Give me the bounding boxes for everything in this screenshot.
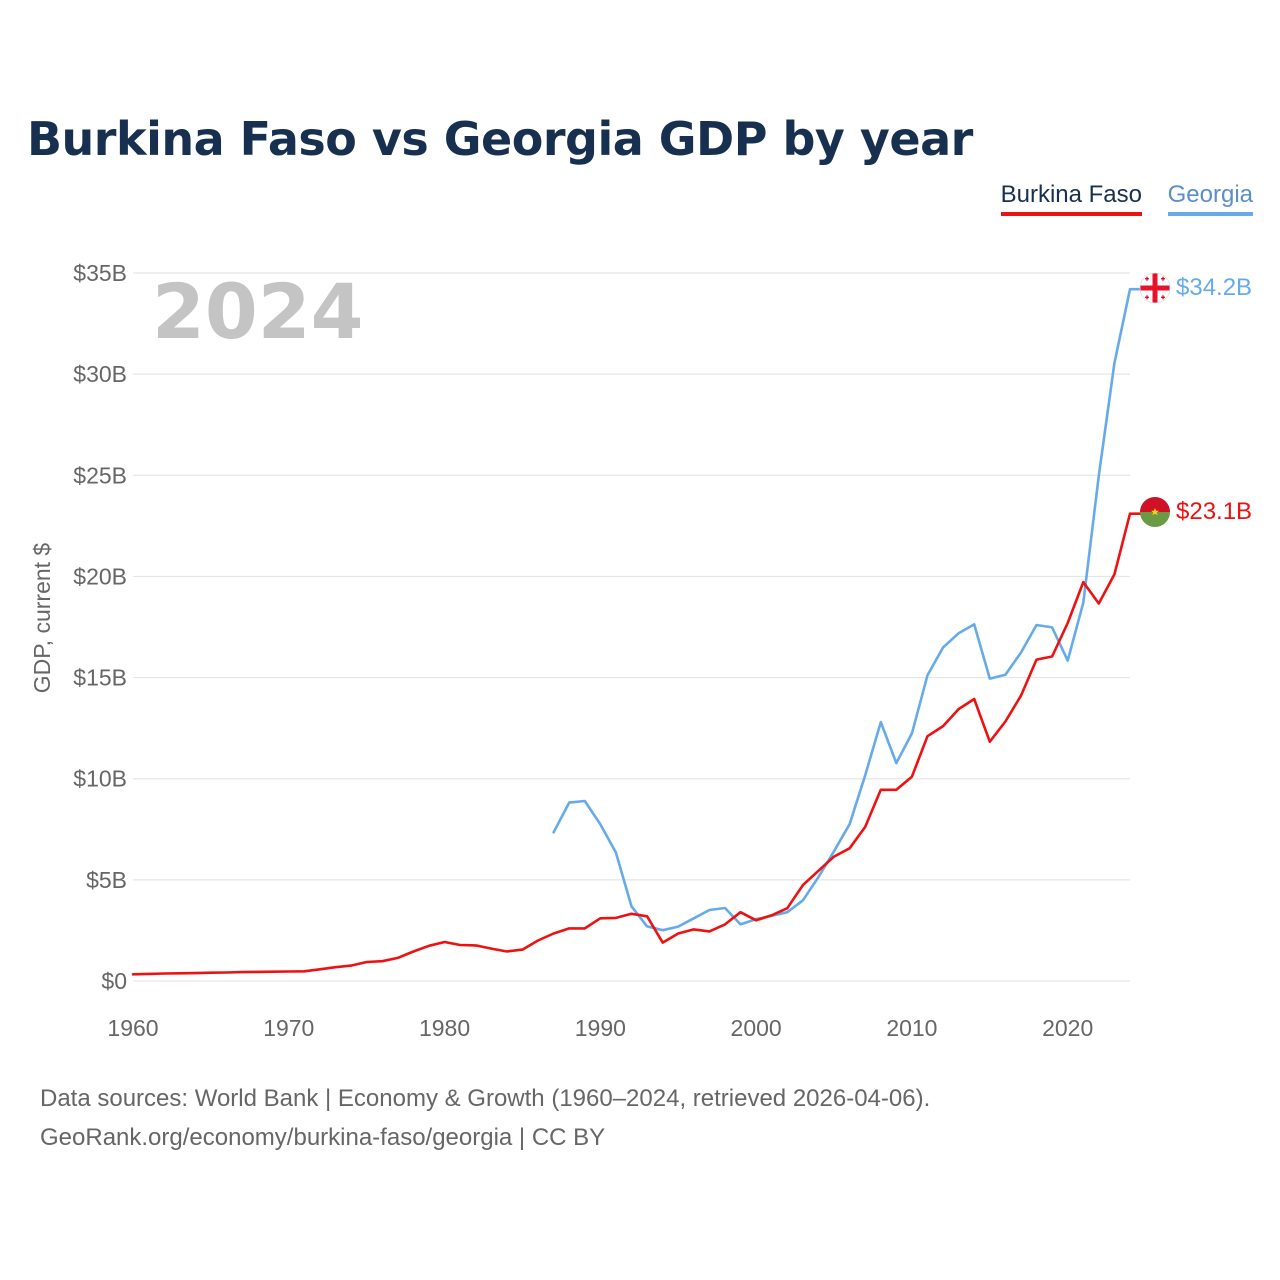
series-lines	[131, 287, 1143, 976]
chart-title: Burkina Faso vs Georgia GDP by year	[27, 112, 973, 166]
y-tick-label: $5B	[86, 867, 127, 893]
series-line-burkina-faso[interactable]	[131, 512, 1143, 976]
y-tick-label: $10B	[73, 766, 127, 792]
x-tick-label: 2020	[1042, 1015, 1093, 1041]
end-label-georgia: $34.2B	[1176, 274, 1252, 301]
y-tick-label: $25B	[73, 462, 127, 488]
burkina-faso-flag-icon	[1140, 497, 1170, 527]
georgia-flag-icon	[1139, 272, 1171, 304]
x-tick-label: 2010	[886, 1015, 937, 1041]
x-axis-ticks: 1960 1970 1980 1990 2000 2010 2020	[107, 1015, 1093, 1041]
series-line-georgia[interactable]	[552, 287, 1143, 932]
legend-item-georgia[interactable]: Georgia	[1167, 181, 1253, 216]
y-tick-label: $20B	[73, 563, 127, 589]
year-overlay: 2024	[152, 267, 364, 356]
legend-item-burkina-faso[interactable]: Burkina Faso	[1000, 181, 1142, 216]
x-tick-label: 2000	[731, 1015, 782, 1041]
x-tick-label: 1990	[575, 1015, 626, 1041]
y-axis-title: GDP, current $	[29, 543, 55, 694]
y-tick-label: $15B	[73, 665, 127, 691]
y-tick-label: $35B	[73, 260, 127, 286]
y-tick-label: $30B	[73, 361, 127, 387]
footer-attribution: GeoRank.org/economy/burkina-faso/georgia…	[40, 1124, 606, 1151]
y-tick-label: $0	[101, 968, 127, 994]
grid-lines	[133, 272, 1130, 982]
y-axis-ticks: $0 $5B $10B $15B $20B $25B $30B $35B	[73, 260, 127, 994]
end-label-burkina-faso: $23.1B	[1176, 498, 1252, 525]
x-tick-label: 1960	[107, 1015, 158, 1041]
footer-source: Data sources: World Bank | Economy & Gro…	[40, 1085, 931, 1112]
x-tick-label: 1970	[263, 1015, 314, 1041]
x-tick-label: 1980	[419, 1015, 470, 1041]
